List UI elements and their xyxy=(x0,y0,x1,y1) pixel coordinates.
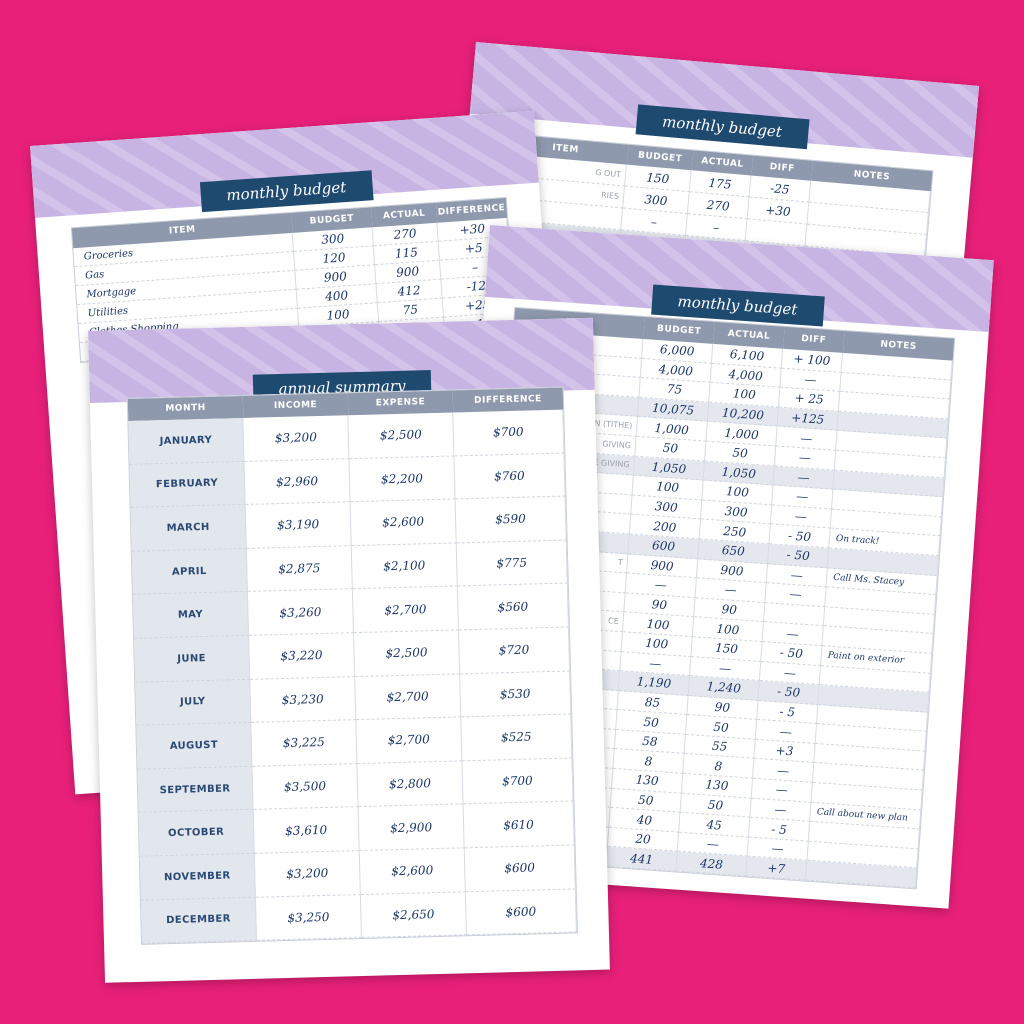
row-label: APRIL xyxy=(131,548,248,596)
cell: $700 xyxy=(462,758,574,805)
page: annual summary MONTH INCOME EXPENSE DIFFERE… xyxy=(88,317,610,983)
cell: $3,260 xyxy=(247,589,354,636)
cell: $2,650 xyxy=(360,891,467,939)
cell: $2,875 xyxy=(246,545,353,593)
row-label: JUNE xyxy=(134,635,251,683)
cell: $3,225 xyxy=(251,720,358,767)
cell: $600 xyxy=(465,888,577,936)
cell: $2,600 xyxy=(359,848,466,895)
cell: $2,700 xyxy=(352,586,459,634)
cell: $3,200 xyxy=(254,851,361,898)
column-header: EXPENSE xyxy=(347,390,454,416)
cell: $2,800 xyxy=(357,761,464,808)
column-header: MONTH xyxy=(127,395,244,421)
row-label: SEPTEMBER xyxy=(137,766,254,814)
cell: $3,220 xyxy=(249,633,356,680)
row-label: MARCH xyxy=(130,505,247,552)
cell: $610 xyxy=(463,801,575,849)
cell: $2,200 xyxy=(349,456,456,503)
cell: +7 xyxy=(746,856,808,881)
row-label: NOVEMBER xyxy=(139,853,256,901)
cell: $3,190 xyxy=(245,502,352,549)
cell: $2,500 xyxy=(348,412,455,459)
cell: $2,960 xyxy=(244,458,351,506)
column-header: INCOME xyxy=(242,393,349,418)
cell: $600 xyxy=(464,845,576,892)
cell: $530 xyxy=(460,671,572,718)
cell: $775 xyxy=(456,540,568,587)
cell: $3,500 xyxy=(252,763,359,811)
cell: $560 xyxy=(457,583,569,631)
cell: $3,610 xyxy=(253,807,360,854)
cell: $760 xyxy=(454,453,566,500)
column-header: DIFFERENCE xyxy=(452,387,564,413)
cell: $2,900 xyxy=(358,804,465,852)
row-label: OCTOBER xyxy=(138,810,255,857)
cell: $590 xyxy=(455,496,567,544)
table: MONTH INCOME EXPENSE DIFFERENCE JANUARY $3,20… xyxy=(126,386,578,945)
cell: $3,200 xyxy=(243,415,350,462)
cell: $2,500 xyxy=(353,630,461,677)
row-label: MAY xyxy=(132,592,250,639)
row-label: JANUARY xyxy=(128,417,245,465)
cell: $2,600 xyxy=(350,499,457,546)
cell: $2,700 xyxy=(355,673,462,721)
cell: $720 xyxy=(458,627,571,674)
cell: $525 xyxy=(461,714,573,762)
cell: $2,700 xyxy=(356,717,463,764)
row-label: DECEMBER xyxy=(140,897,258,944)
cell: $700 xyxy=(453,409,565,457)
row-label: JULY xyxy=(135,679,252,727)
row-label: FEBRUARY xyxy=(129,461,246,509)
cell: 428 xyxy=(676,852,748,877)
row-label: AUGUST xyxy=(136,723,253,770)
cell: $3,250 xyxy=(255,894,362,941)
cell: $3,230 xyxy=(250,676,357,724)
cell: $2,100 xyxy=(351,543,458,590)
cell: 441 xyxy=(606,847,678,872)
